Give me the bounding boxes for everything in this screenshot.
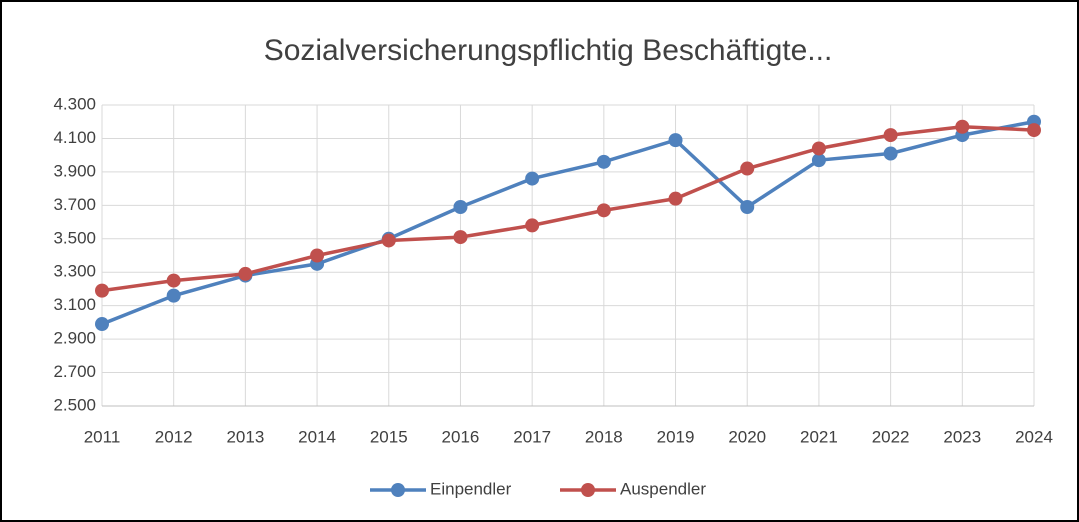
data-point (525, 218, 540, 233)
y-tick-label: 3.500 (53, 228, 96, 247)
y-tick-label: 2.500 (53, 395, 96, 414)
x-tick-label: 2018 (585, 427, 623, 446)
x-tick-label: 2011 (84, 427, 121, 446)
data-point (883, 128, 898, 143)
x-tick-label: 2020 (728, 427, 766, 446)
y-tick-label: 4.100 (53, 128, 96, 147)
y-tick-label: 2.700 (53, 362, 96, 381)
data-point (166, 288, 181, 303)
series-line (101, 120, 1035, 326)
data-point (883, 146, 898, 161)
data-point (238, 266, 253, 281)
y-tick-label: 3.700 (53, 195, 96, 214)
data-point (740, 200, 755, 215)
chart-title: Sozialversicherungspflichtig Beschäftigt… (264, 34, 833, 67)
series-line (101, 124, 1035, 293)
y-tick-label: 3.100 (53, 295, 96, 314)
data-point (668, 191, 683, 206)
x-tick-label: 2021 (800, 427, 838, 446)
data-point (740, 161, 755, 176)
legend-label: Auspendler (620, 479, 706, 498)
y-tick-label: 3.300 (53, 262, 96, 281)
data-point (381, 233, 396, 248)
data-point (1027, 123, 1041, 138)
data-point (596, 154, 611, 169)
data-point (668, 133, 683, 148)
y-tick-label: 4.300 (53, 94, 96, 113)
data-point (596, 203, 611, 218)
x-tick-label: 2016 (442, 427, 480, 446)
data-point (811, 153, 826, 168)
x-tick-label: 2014 (298, 427, 336, 446)
x-tick-label: 2012 (155, 427, 193, 446)
data-point (811, 141, 826, 156)
y-tick-label: 3.900 (53, 161, 96, 180)
data-point (95, 283, 109, 298)
y-tick-label: 2.900 (53, 329, 96, 348)
x-tick-label: 2013 (226, 427, 264, 446)
data-point (525, 171, 540, 186)
x-tick-label: 2023 (943, 427, 981, 446)
x-tick-label: 2022 (872, 427, 910, 446)
x-tick-label: 2024 (1015, 427, 1053, 446)
data-point (310, 248, 325, 263)
data-point (453, 200, 468, 215)
data-point (95, 317, 109, 332)
x-tick-label: 2017 (513, 427, 551, 446)
x-tick-label: 2015 (370, 427, 408, 446)
data-point (166, 273, 181, 288)
legend-marker (581, 483, 595, 497)
legend-label: Einpendler (430, 479, 512, 498)
data-point (453, 230, 468, 245)
x-tick-label: 2019 (657, 427, 695, 446)
legend-marker (391, 483, 405, 497)
data-point (955, 119, 970, 134)
